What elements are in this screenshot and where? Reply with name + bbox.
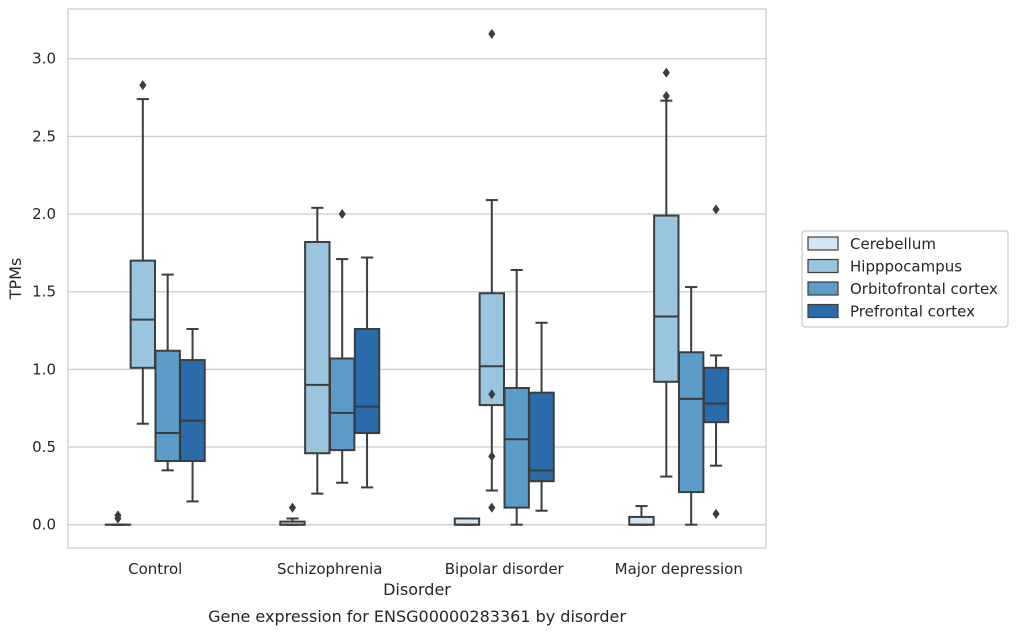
legend-swatch [807, 258, 839, 274]
box-iqr [328, 357, 356, 452]
box-hipppocampus [653, 67, 680, 478]
box-iqr [528, 391, 555, 483]
box-iqr [179, 359, 206, 463]
box-orbitofrontal-cortex [154, 273, 181, 472]
outlier-point [338, 209, 346, 220]
legend-swatch [807, 236, 839, 251]
legend-entry: Cerebellum [850, 235, 936, 253]
box-prefrontal-cortex [353, 256, 381, 489]
box-hipppocampus [129, 80, 157, 425]
outlier-point [288, 502, 297, 513]
x-tick-label: Schizophrenia [277, 560, 382, 578]
box-prefrontal-cortex [528, 321, 555, 512]
x-tick-label: Control [128, 560, 182, 578]
legend-entry: Orbitofrontal cortex [850, 280, 998, 298]
box-orbitofrontal-cortex [677, 286, 705, 526]
outlier-point [712, 204, 720, 215]
y-tick-label: 1.5 [32, 283, 56, 301]
box-hipppocampus [478, 28, 506, 513]
plot-area-frame [67, 8, 767, 549]
box-iqr [503, 387, 530, 509]
box-cerebellum [279, 502, 306, 526]
y-tick-label: 1.0 [32, 360, 56, 378]
x-tick-label: Major depression [615, 560, 743, 578]
y-tick-label: 0.0 [32, 516, 56, 534]
legend-frame [801, 230, 1009, 328]
y-tick-label: 3.0 [32, 50, 56, 68]
outlier-point [662, 90, 670, 101]
box-orbitofrontal-cortex [328, 209, 356, 484]
box-hipppocampus [304, 206, 331, 495]
box-cerebellum [104, 510, 132, 526]
box-orbitofrontal-cortex [503, 268, 530, 526]
outlier-point [488, 389, 496, 400]
outlier-point [114, 510, 122, 521]
box-iqr [702, 366, 730, 424]
legend-entry: Hipppocampus [850, 258, 962, 276]
box-iqr [129, 259, 157, 369]
x-axis-ticks: Control Schizophrenia Bipolar disorder Majo… [128, 560, 743, 578]
y-tick-label: 2.0 [32, 205, 56, 223]
box-iqr [353, 327, 381, 435]
box-iqr [653, 214, 680, 383]
legend: Cerebellum Hipppocampus Orbitofrontal cort… [801, 230, 1009, 328]
outlier-point [488, 28, 496, 39]
y-tick-label: 0.5 [32, 438, 56, 456]
legend-swatch [807, 281, 839, 296]
legend-entry: Prefrontal cortex [850, 303, 975, 321]
box-iqr [478, 292, 506, 407]
outlier-point [488, 451, 496, 462]
box-cerebellum [453, 517, 481, 526]
outlier-point [712, 508, 720, 519]
x-tick-label: Bipolar disorder [445, 560, 565, 578]
chart-caption: Gene expression for ENSG00000283361 by d… [208, 607, 626, 626]
box-iqr [304, 240, 331, 455]
outlier-point [139, 80, 147, 91]
x-axis-label: Disorder [383, 580, 451, 599]
y-tick-label: 2.5 [32, 127, 56, 145]
y-axis-label: TPMs [6, 258, 25, 301]
box-iqr [154, 349, 181, 463]
outlier-point [662, 67, 670, 78]
outlier-point [488, 502, 496, 513]
box-prefrontal-cortex [702, 204, 730, 519]
boxes [104, 28, 730, 526]
box-iqr [677, 351, 705, 494]
box-prefrontal-cortex [179, 327, 206, 503]
legend-swatch [807, 303, 839, 319]
y-axis-ticks: 0.0 0.5 1.0 1.5 2.0 2.5 3.0 [32, 50, 56, 534]
box-cerebellum [628, 505, 655, 526]
box-iqr [628, 515, 655, 526]
